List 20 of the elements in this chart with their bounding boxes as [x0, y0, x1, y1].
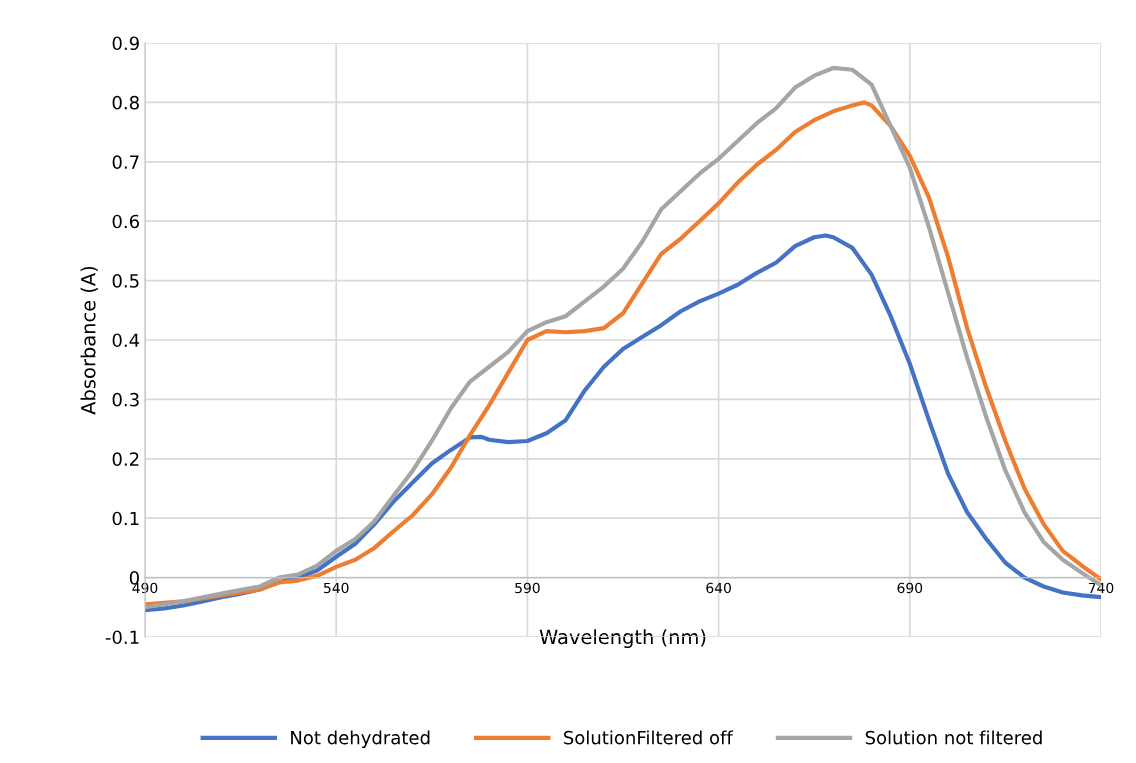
- y-tick-label: 0.2: [112, 452, 139, 466]
- y-tick-label: 0.8: [112, 95, 139, 110]
- y-tick-label: 0.7: [112, 155, 139, 169]
- x-tick-label: 590: [515, 582, 540, 594]
- legend-label: Solution not filtered: [865, 730, 1042, 745]
- y-axis-title: Absorbance (A): [80, 266, 98, 415]
- legend-label: SolutionFiltered off: [564, 730, 734, 745]
- y-tick-label: 0.9: [112, 36, 139, 51]
- y-tick-label: 0.6: [112, 214, 139, 229]
- x-tick-label: 540: [324, 582, 349, 594]
- x-axis-title: Wavelength (nm): [539, 629, 706, 649]
- y-tick-label: 0.3: [112, 392, 139, 407]
- x-tick-label: 690: [897, 582, 923, 594]
- x-tick-label: 640: [706, 582, 731, 594]
- y-tick-label: -0.1: [105, 630, 139, 645]
- y-tick-label: 0.4: [112, 333, 140, 348]
- y-tick-label: 0.1: [112, 511, 139, 526]
- y-tick-label: 0.5: [112, 274, 139, 288]
- x-tick-label: 740: [1088, 582, 1114, 594]
- legend-label: Not dehydrated: [291, 730, 430, 748]
